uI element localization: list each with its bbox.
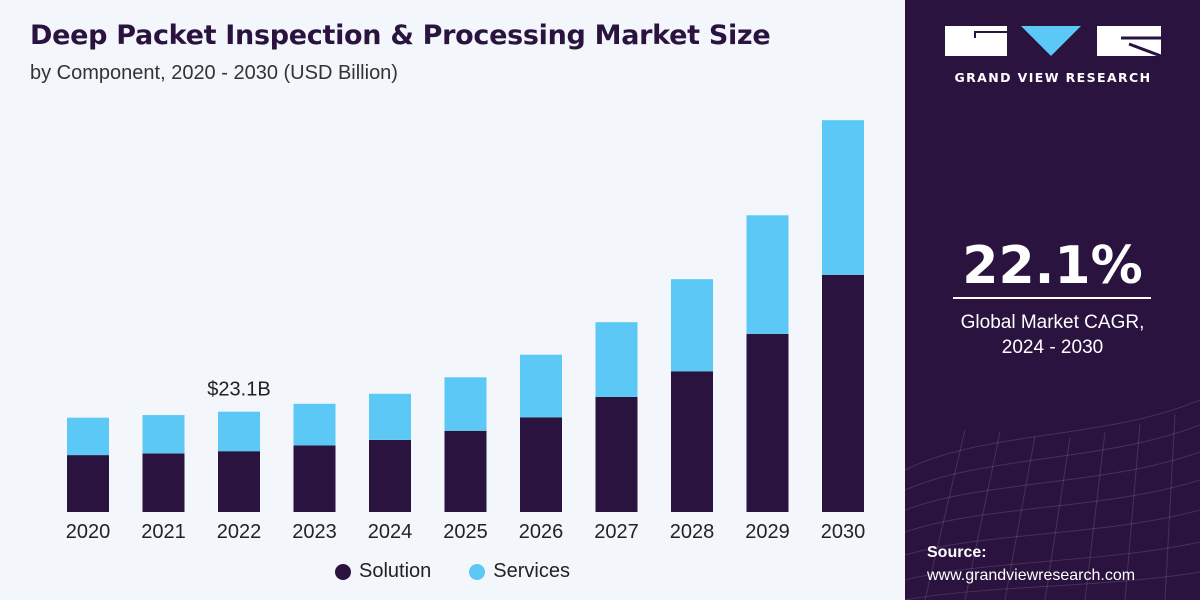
bar-services-2028: [671, 279, 713, 372]
cagr-value: 22.1%: [962, 236, 1143, 296]
bar-solution-2028: [671, 371, 713, 512]
value-annotation-2022: $23.1B: [207, 379, 270, 401]
source-title: Source:: [927, 544, 987, 561]
bar-services-2021: [142, 415, 185, 454]
bar-services-2025: [444, 377, 487, 431]
legend-item-solution: Solution: [335, 560, 431, 583]
sidebar-panel: GRAND VIEW RESEARCH 22.1% Global Market …: [905, 0, 1200, 600]
chart-title: Deep Packet Inspection & Processing Mark…: [30, 20, 771, 51]
bar-solution-2022: [218, 451, 260, 512]
x-tick-label-2025: 2025: [443, 521, 488, 543]
year-labels-group: 2020 2021 2022 2023 2024 2025 2026 2027 2028 2029…: [66, 521, 866, 543]
bar-services-2022: [218, 411, 260, 452]
bar-services-2026: [520, 354, 562, 418]
legend-label-services: Services: [493, 560, 570, 582]
annotations-group: $23.1B: [207, 379, 270, 401]
x-tick-label-2020: 2020: [66, 521, 111, 543]
source-url: www.grandviewresearch.com: [927, 567, 1136, 584]
legend-label-solution: Solution: [359, 560, 432, 582]
bar-solution-2024: [369, 439, 411, 512]
legend: Solution Services: [0, 560, 905, 583]
bar-services-2030: [822, 120, 864, 275]
x-tick-label-2022: 2022: [217, 521, 262, 543]
x-tick-label-2023: 2023: [292, 521, 337, 543]
bar-services-2024: [369, 393, 411, 440]
x-tick-label-2026: 2026: [519, 521, 564, 543]
brand-name: GRAND VIEW RESEARCH: [954, 70, 1152, 85]
x-tick-label-2027: 2027: [594, 521, 639, 543]
wireframe-background: [905, 399, 1200, 600]
bars-group: [67, 120, 864, 512]
x-tick-label-2029: 2029: [745, 521, 790, 543]
cagr-divider: [953, 297, 1151, 299]
bar-solution-2029: [746, 333, 789, 512]
bar-solution-2020: [67, 455, 109, 512]
bar-services-2027: [595, 322, 638, 397]
x-tick-label-2030: 2030: [821, 521, 866, 543]
bar-solution-2023: [293, 445, 336, 512]
cagr-label-line2: 2024 - 2030: [1001, 337, 1104, 358]
legend-item-services: Services: [469, 560, 570, 583]
bar-solution-2027: [595, 396, 638, 512]
stacked-bar-chart: 2020 2021 2022 2023 2024 2025 2026 2027 2028 2029…: [66, 120, 866, 543]
legend-swatch-services: [469, 563, 486, 580]
bar-solution-2021: [142, 453, 185, 512]
gvr-logo: [945, 26, 1162, 58]
cagr-label: Global Market CAGR, 2024 - 2030: [905, 310, 1200, 360]
bar-solution-2026: [520, 417, 562, 512]
chart-panel: Deep Packet Inspection & Processing Mark…: [0, 0, 905, 600]
x-tick-label-2024: 2024: [368, 521, 413, 543]
bar-solution-2030: [822, 274, 864, 512]
x-tick-label-2021: 2021: [141, 521, 186, 543]
bar-solution-2025: [444, 430, 487, 512]
bar-services-2029: [746, 215, 789, 334]
chart-subtitle: by Component, 2020 - 2030 (USD Billion): [30, 62, 398, 84]
bar-services-2023: [293, 403, 336, 446]
legend-swatch-solution: [335, 563, 351, 580]
bar-services-2020: [67, 417, 109, 456]
x-tick-label-2028: 2028: [670, 521, 715, 543]
cagr-label-line1: Global Market CAGR,: [960, 312, 1145, 333]
